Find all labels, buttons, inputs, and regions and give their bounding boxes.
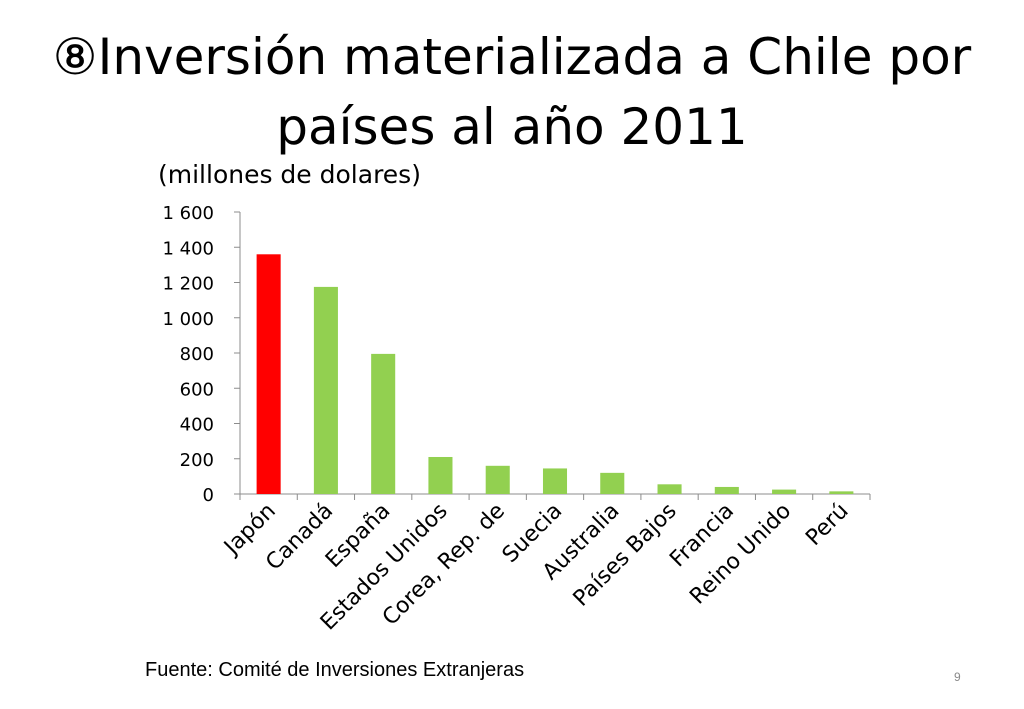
bar bbox=[256, 254, 281, 494]
bar bbox=[829, 491, 854, 494]
slide-title: ⑧Inversión materializada a Chile por paí… bbox=[52, 28, 972, 156]
y-tick-label: 0 bbox=[203, 485, 214, 506]
bar bbox=[485, 465, 510, 494]
y-tick-label: 1 400 bbox=[162, 238, 214, 259]
bar bbox=[371, 353, 396, 494]
bar bbox=[428, 456, 453, 494]
chart-bars bbox=[256, 254, 854, 494]
y-tick-label: 200 bbox=[180, 450, 214, 471]
x-category-label: Reino Unido bbox=[685, 499, 796, 610]
source-note: Fuente: Comité de Inversiones Extranjera… bbox=[145, 659, 525, 681]
chart-axes: 0 200 400 600 800 1 000 1 200 1 400 1 600 bbox=[162, 203, 871, 506]
page-number: 9 bbox=[954, 670, 961, 684]
bar bbox=[313, 286, 338, 494]
bar bbox=[714, 486, 739, 494]
bar bbox=[657, 484, 682, 494]
bar bbox=[600, 472, 625, 494]
y-tick-label: 600 bbox=[180, 379, 214, 400]
y-tick-label: 800 bbox=[180, 344, 214, 365]
y-tick-label: 1 000 bbox=[162, 309, 214, 330]
y-tick-label: 1 600 bbox=[162, 203, 214, 224]
y-tick-label: 1 200 bbox=[162, 274, 214, 295]
x-category-label: Perú bbox=[801, 499, 853, 551]
bar bbox=[772, 489, 797, 494]
y-axis-label: (millones de dolares) bbox=[158, 160, 421, 189]
bar bbox=[542, 468, 568, 494]
y-tick-label: 400 bbox=[180, 415, 214, 436]
